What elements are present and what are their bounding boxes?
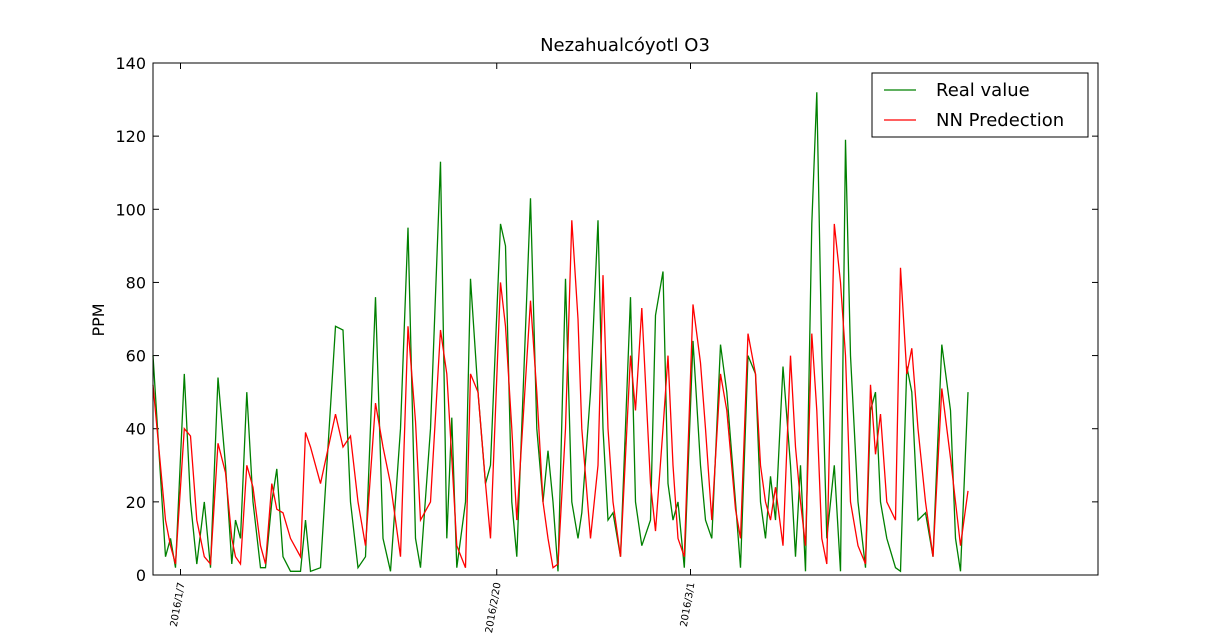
y-axis-label: PPM	[89, 303, 108, 336]
y-tick-label: 40	[126, 420, 146, 439]
y-tick-label: 120	[115, 127, 146, 146]
y-tick-label: 80	[126, 273, 146, 292]
y-tick-label: 100	[115, 200, 146, 219]
series-line	[152, 92, 969, 573]
chart-title: Nezahualcóyotl O3	[540, 35, 710, 56]
plot-frame	[152, 62, 1099, 576]
x-tick-label: 2016/1/7	[169, 582, 188, 628]
legend-label: Real value	[936, 80, 1030, 101]
x-tick-label: 2016/2/20	[484, 582, 504, 634]
y-tick-label: 60	[126, 347, 146, 366]
y-tick-label: 0	[136, 566, 146, 585]
y-tick-label: 20	[126, 493, 146, 512]
x-tick-label: 2016/3/1	[679, 582, 698, 628]
legend-label: NN Predection	[936, 110, 1064, 131]
series-line	[152, 220, 969, 569]
legend-box	[871, 72, 1089, 138]
y-tick-label: 140	[115, 54, 146, 73]
